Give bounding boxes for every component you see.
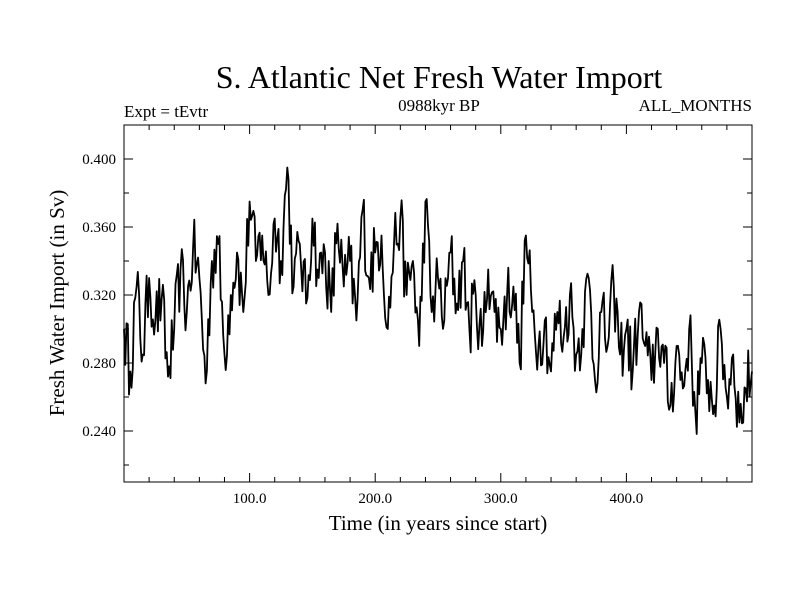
x-tick-label: 200.0 (358, 491, 392, 507)
y-axis-label: Fresh Water Import (in Sv) (45, 190, 69, 417)
y-tick-label: 0.240 (82, 424, 116, 440)
x-tick-label: 300.0 (484, 491, 518, 507)
y-tick-label: 0.320 (82, 288, 116, 304)
x-axis-label: Time (in years since start) (329, 511, 548, 535)
series-line-0 (123, 166, 753, 435)
y-tick-label: 0.400 (82, 152, 116, 168)
y-tick-label: 0.280 (82, 356, 116, 372)
axis-ticks (124, 124, 752, 482)
series-layer (123, 166, 753, 435)
y-tick-label: 0.360 (82, 220, 116, 236)
experiment-label: Expt = tEvtr (124, 102, 209, 121)
months-label: ALL_MONTHS (639, 96, 752, 115)
chart-subtitle: 0988kyr BP (398, 96, 480, 115)
chart-title: S. Atlantic Net Fresh Water Import (216, 59, 663, 95)
x-tick-label: 100.0 (233, 491, 267, 507)
x-tick-label: 400.0 (610, 491, 644, 507)
tick-labels: 100.0 200.0 300.0 400.0 0.240 0.280 0.320 0.360… (82, 152, 643, 507)
plot-frame (123, 124, 753, 483)
